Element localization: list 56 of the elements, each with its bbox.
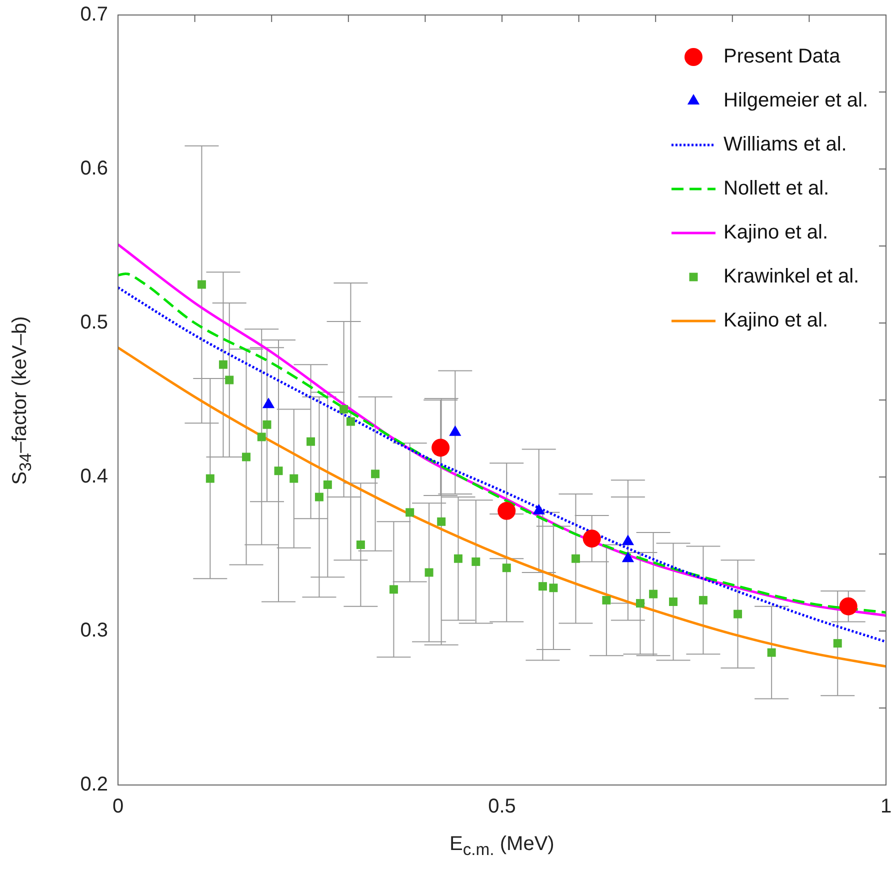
x-tick-label: 1 [880, 796, 892, 818]
point [262, 420, 272, 429]
point [389, 585, 398, 594]
legend-label: Kajino et al. [724, 310, 828, 332]
point [636, 599, 644, 608]
x-tick-label: 0.5 [488, 796, 516, 818]
point [669, 597, 678, 606]
point [502, 564, 511, 572]
y-tick-label: 0.2 [80, 774, 108, 796]
point [314, 492, 324, 502]
point [356, 540, 365, 550]
point [538, 582, 547, 591]
point [437, 517, 446, 526]
point [698, 596, 708, 604]
x-axis-title: E$_{c.m.}$ (MeV) [450, 833, 554, 860]
y-tick-label: 0.3 [80, 620, 108, 642]
point [454, 554, 462, 563]
legend-label: Williams et al. [724, 134, 847, 156]
point [767, 648, 776, 657]
point [274, 466, 283, 476]
point [257, 432, 266, 442]
legend-label: Hilgemeier et al. [724, 90, 868, 112]
point [290, 474, 298, 483]
legend-label: Krawinkel et al. [724, 266, 860, 288]
line-series [118, 346, 886, 668]
point [340, 405, 348, 414]
y-tick-label: 0.5 [80, 312, 108, 334]
point [225, 376, 234, 384]
point [833, 639, 842, 648]
point [371, 470, 380, 478]
y-tick-label: 0.7 [80, 4, 108, 26]
point [206, 474, 214, 483]
x-tick-label: 0 [112, 796, 124, 818]
point [582, 530, 601, 548]
point [734, 610, 742, 618]
y-tick-label: 0.4 [80, 466, 108, 488]
y-tick-label: 0.6 [80, 158, 108, 180]
point [549, 584, 558, 592]
point [839, 597, 858, 616]
point [197, 280, 206, 289]
legend-label: Kajino et al. [724, 222, 828, 244]
point [242, 452, 250, 462]
point [323, 480, 332, 489]
point [602, 596, 611, 604]
point [346, 417, 355, 426]
point [424, 568, 434, 577]
point [406, 508, 414, 517]
legend-label: Present Data [724, 46, 842, 68]
point [218, 360, 228, 369]
point [649, 590, 658, 598]
point [498, 502, 516, 520]
legend-label: Nollett et al. [724, 178, 830, 200]
point [571, 554, 580, 563]
point [432, 438, 450, 457]
point [306, 437, 316, 446]
point [472, 557, 480, 566]
